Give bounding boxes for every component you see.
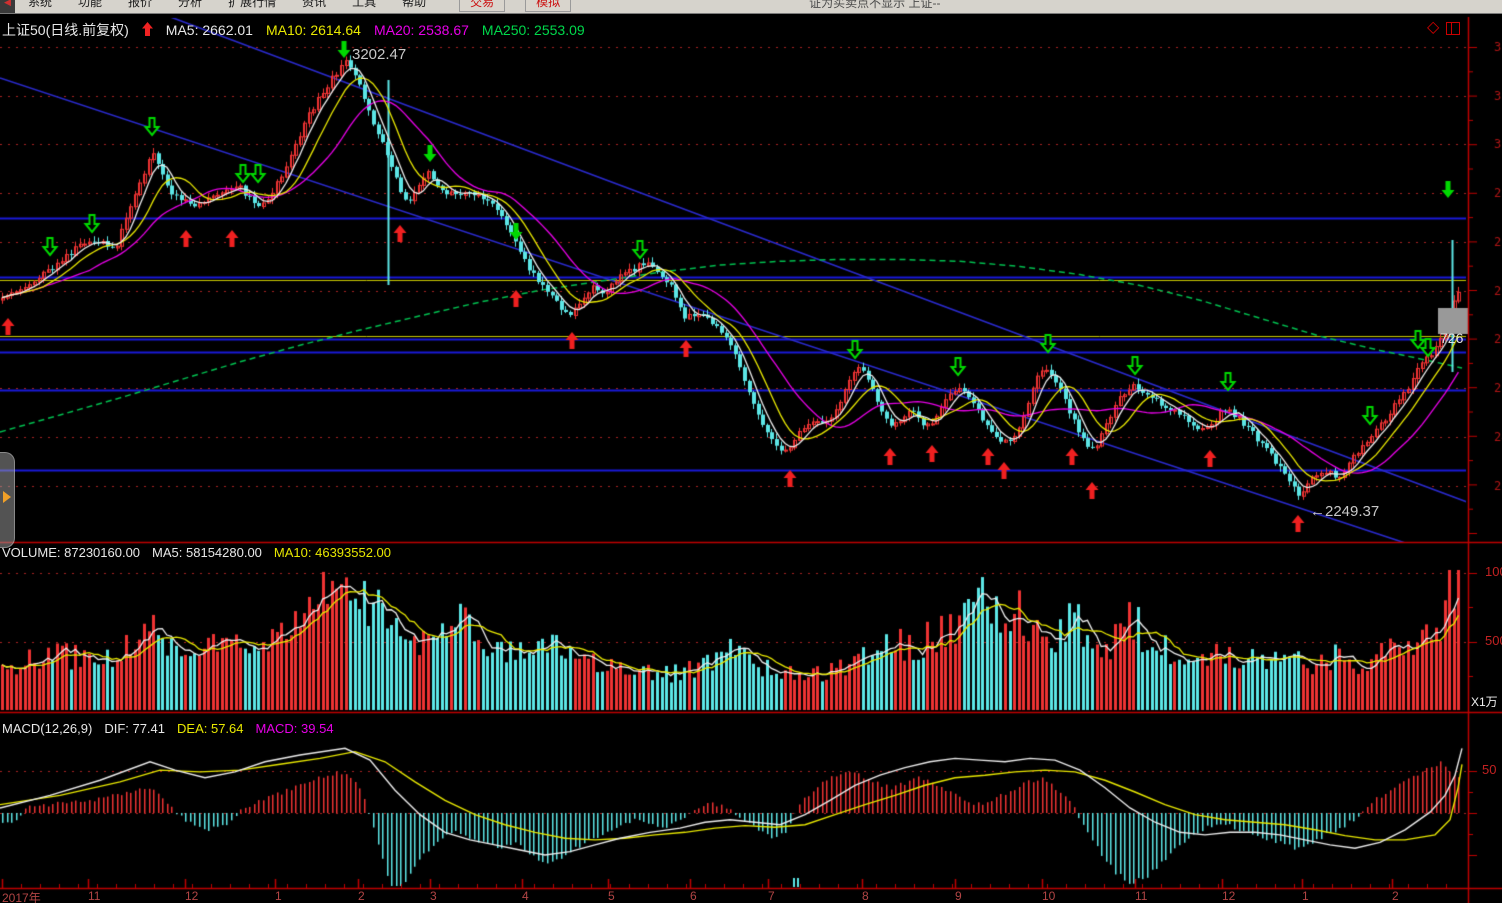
date-label: 12 (185, 889, 199, 903)
menu-item-system[interactable]: 系统 (28, 0, 53, 9)
menu-item-news[interactable]: 资讯 (302, 0, 327, 9)
date-label: 1 (1302, 889, 1309, 903)
date-label: 8 (862, 889, 869, 903)
volume-axis-tick-top: 10000 (1485, 564, 1502, 579)
date-label: 9 (955, 889, 962, 903)
date-label: 11 (1135, 889, 1148, 903)
app-back-icon[interactable]: ◀ (0, 0, 15, 13)
date-label: 4 (522, 889, 529, 903)
date-label: 12 (1222, 889, 1236, 903)
volume-ma10-value: MA10: 46393552.00 (273, 545, 392, 560)
date-axis: 2017年 11 12 1 2 3 4 5 6 7 8 9 10 11 12 1 2 (0, 889, 1502, 903)
volume-ma5-value: MA5: 58154280.00 (152, 545, 262, 560)
date-label: 2017年 (2, 891, 41, 903)
volume-axis-tick-mid: 5000 (1485, 633, 1502, 648)
chart-corner-controls: ◇ (1427, 19, 1461, 36)
menu-bar: ◀ 系统 功能 报价 分析 扩展行情 资讯 工具 帮助 交易 模拟 证为买卖点不… (0, 0, 1502, 14)
menu-status-text: 证为买卖点不显示 上证-- (809, 0, 941, 10)
dif-value: DIF: 77.41 (104, 721, 166, 736)
date-label: 6 (690, 889, 697, 903)
date-label: 5 (608, 889, 615, 903)
menu-item-quotes[interactable]: 报价 (128, 0, 153, 9)
menu-item-analysis[interactable]: 分析 (178, 0, 203, 9)
volume-scale-label: X1万 (1471, 695, 1498, 709)
date-label: 11 (88, 889, 101, 903)
ma250-value: MA250: 2553.09 (481, 22, 585, 38)
menu-item-extended-quotes[interactable]: 扩展行情 (228, 0, 277, 9)
ma20-value: MA20: 2538.67 (373, 22, 469, 38)
date-label: 10 (1042, 889, 1056, 903)
menu-item-simulate[interactable]: 模拟 (525, 0, 572, 12)
symbol-title: 上证50(日线.前复权) (2, 22, 129, 38)
macd-header: MACD(12,26,9) DIF: 77.41 DEA: 57.64 MACD… (2, 721, 334, 736)
trough-price-annotation: ←2249.37 (1310, 503, 1380, 520)
volume-header: VOLUME: 87230160.00 MA5: 58154280.00 MA1… (2, 545, 391, 560)
date-label: 2 (1392, 889, 1399, 903)
menu-item-function[interactable]: 功能 (78, 0, 103, 9)
split-window-icon[interactable] (1446, 21, 1461, 35)
date-label: 2 (358, 889, 365, 903)
date-label: 3 (430, 889, 437, 903)
ma5-value: MA5: 2662.01 (165, 22, 253, 38)
menu-item-tools[interactable]: 工具 (352, 0, 377, 9)
dea-value: DEA: 57.64 (177, 721, 244, 736)
last-price-label: 726 (1440, 330, 1464, 346)
macd-value: MACD: 39.54 (255, 721, 334, 736)
indicator-title-row: 上证50(日线.前复权) MA5: 2662.01 MA10: 2614.64 … (2, 20, 585, 40)
sidebar-expand-tab[interactable] (0, 452, 15, 548)
menu-item-help[interactable]: 帮助 (402, 0, 427, 9)
macd-axis-tick: 50 (1482, 762, 1497, 777)
menu-item-trade[interactable]: 交易 (459, 0, 506, 12)
macd-name: MACD(12,26,9) (2, 721, 93, 736)
diamond-icon[interactable]: ◇ (1427, 19, 1440, 36)
date-label: 1 (275, 889, 282, 903)
peak-price-annotation: 3202.47 (352, 46, 407, 63)
date-label: 7 (768, 889, 775, 903)
expand-arrow-icon (3, 491, 11, 503)
up-arrow-icon (141, 21, 153, 39)
ma10-value: MA10: 2614.64 (265, 22, 361, 38)
volume-value: VOLUME: 87230160.00 (2, 545, 141, 560)
